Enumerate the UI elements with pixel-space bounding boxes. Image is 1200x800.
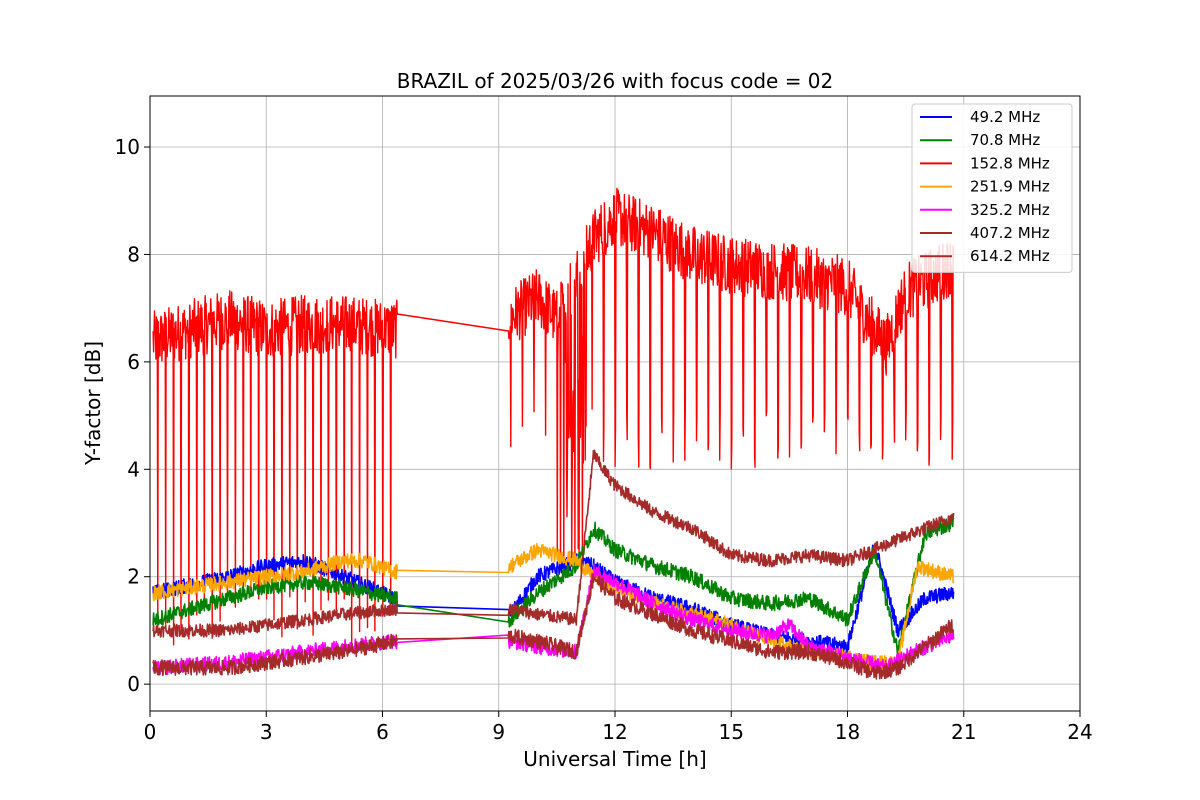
x-tick-label: 18 xyxy=(835,720,860,744)
x-axis-label: Universal Time [h] xyxy=(523,747,706,771)
series-line-407-2-mhz xyxy=(152,573,955,680)
x-tick-label: 12 xyxy=(602,720,627,744)
x-tick-label: 21 xyxy=(951,720,976,744)
y-tick-label: 6 xyxy=(127,350,140,374)
legend-label: 325.2 MHz xyxy=(970,201,1050,219)
legend: 49.2 MHz 70.8 MHz 152.8 MHz 251.9 MHz 325.2… xyxy=(911,103,1073,273)
y-axis-label: Y-factor [dB] xyxy=(81,341,105,466)
y-tick-label: 4 xyxy=(127,457,140,481)
series-line-614-2-mhz xyxy=(152,449,955,638)
legend-label: 152.8 MHz xyxy=(970,154,1050,172)
y-tick-label: 0 xyxy=(127,672,140,696)
x-tick-label: 15 xyxy=(719,720,744,744)
legend-label: 70.8 MHz xyxy=(970,131,1040,149)
x-tick-label: 24 xyxy=(1067,720,1092,744)
legend-label: 407.2 MHz xyxy=(970,224,1050,242)
y-tick-label: 10 xyxy=(115,135,140,159)
legend-label: 49.2 MHz xyxy=(970,108,1040,126)
series-line-70-8-mhz xyxy=(152,516,955,657)
x-tick-label: 0 xyxy=(144,720,157,744)
x-tick-label: 9 xyxy=(492,720,505,744)
legend-label: 251.9 MHz xyxy=(970,178,1050,196)
legend-box xyxy=(911,103,1073,273)
y-tick-label: 8 xyxy=(127,242,140,266)
y-tick-label: 2 xyxy=(127,565,140,589)
series-line-152-8-mhz xyxy=(152,187,955,653)
x-tick-label: 6 xyxy=(376,720,389,744)
legend-label: 614.2 MHz xyxy=(970,247,1050,265)
chart-title: BRAZIL of 2025/03/26 with focus code = 0… xyxy=(397,69,834,93)
plot-area xyxy=(152,187,955,680)
x-tick-label: 3 xyxy=(260,720,273,744)
